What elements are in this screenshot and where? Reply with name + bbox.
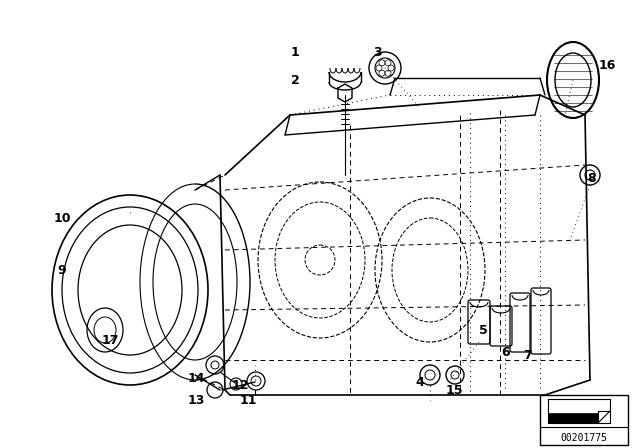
Text: 10: 10	[53, 211, 71, 224]
Text: 1: 1	[291, 46, 300, 59]
Text: 11: 11	[239, 393, 257, 406]
Text: 12: 12	[231, 379, 249, 392]
Text: 13: 13	[188, 393, 205, 406]
Text: 3: 3	[374, 46, 382, 59]
Text: 00201775: 00201775	[561, 433, 607, 443]
Text: 4: 4	[415, 375, 424, 388]
Text: 2: 2	[291, 73, 300, 86]
Polygon shape	[548, 399, 610, 423]
Text: 17: 17	[101, 333, 119, 346]
Bar	[540, 395, 628, 445]
Text: 7: 7	[524, 349, 532, 362]
Bar	[548, 413, 598, 423]
Text: 16: 16	[598, 59, 616, 72]
Text: 15: 15	[445, 383, 463, 396]
Text: 6: 6	[502, 345, 510, 358]
Text: 8: 8	[588, 172, 596, 185]
Text: 5: 5	[479, 323, 488, 336]
Text: 14: 14	[188, 371, 205, 384]
Text: 9: 9	[58, 263, 67, 276]
